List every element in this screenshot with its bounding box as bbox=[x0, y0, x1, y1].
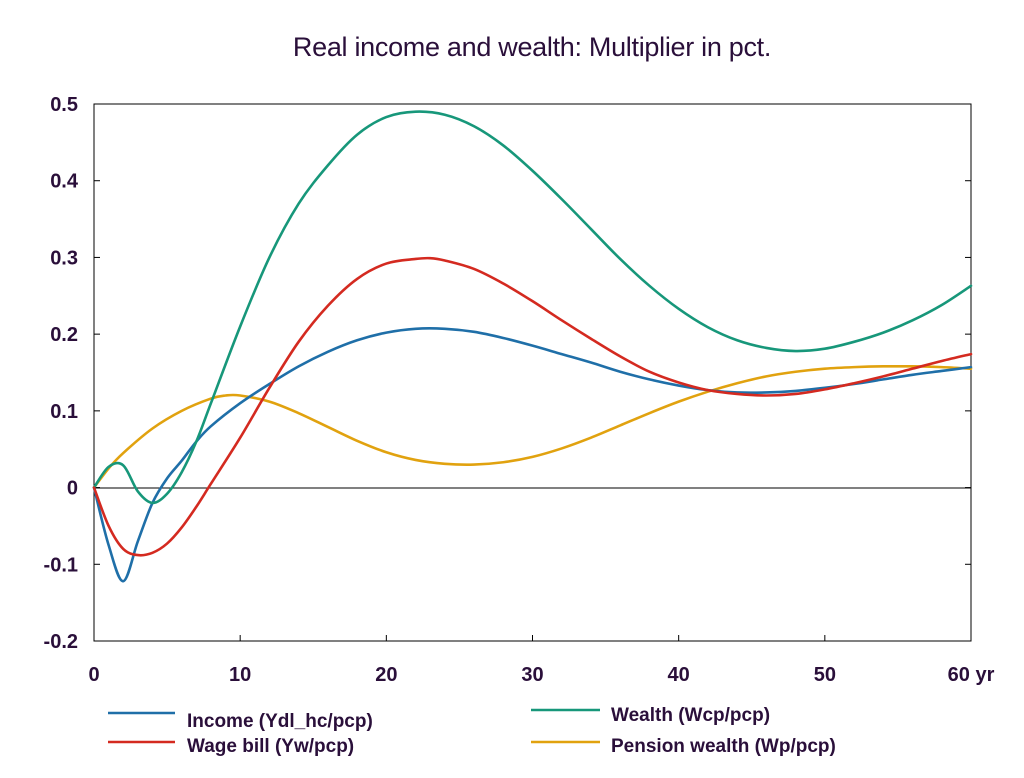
x-tick-label: 20 bbox=[375, 664, 397, 686]
x-tick-label: 30 bbox=[521, 664, 543, 686]
series-line-1 bbox=[92, 256, 973, 557]
x-tick-label: 10 bbox=[229, 664, 251, 686]
legend-label: Pension wealth (Wp/pcp) bbox=[611, 736, 836, 757]
series-line-2 bbox=[92, 110, 973, 505]
legend-label: Income (Ydl_hc/pcp) bbox=[187, 711, 373, 732]
y-tick-label: 0.3 bbox=[50, 247, 78, 269]
x-tick-label: 40 bbox=[668, 664, 690, 686]
plot-frame bbox=[93, 103, 972, 642]
legend-label: Wealth (Wcp/pcp) bbox=[611, 705, 770, 726]
y-tick-label: 0.5 bbox=[50, 94, 78, 116]
legend: Income (Ydl_hc/pcp) Wage bill (Yw/pcp) Wea… bbox=[108, 705, 836, 757]
x-tick-label: 50 bbox=[814, 664, 836, 686]
x-tick-label: 0 bbox=[88, 664, 99, 686]
y-tick-label: 0.2 bbox=[50, 324, 78, 346]
series-line-3 bbox=[92, 364, 973, 489]
y-tick-label: -0.1 bbox=[44, 554, 78, 576]
y-tick-label: 0.1 bbox=[50, 401, 78, 423]
y-tick-label: 0.4 bbox=[50, 171, 79, 193]
y-axis: -0.2 -0.1 0 0.1 0.2 0.3 0.4 0.5 bbox=[44, 94, 971, 653]
y-tick-label: -0.2 bbox=[44, 631, 78, 653]
series-lines bbox=[92, 110, 973, 583]
x-tick-label: 60 yr bbox=[948, 664, 995, 686]
y-tick-label: 0 bbox=[67, 478, 78, 500]
legend-label: Wage bill (Yw/pcp) bbox=[187, 736, 354, 757]
x-axis: 0 10 20 30 40 50 60 yr bbox=[88, 635, 995, 686]
chart-title: Real income and wealth: Multiplier in pc… bbox=[292, 32, 772, 62]
series-line-0 bbox=[92, 327, 973, 583]
